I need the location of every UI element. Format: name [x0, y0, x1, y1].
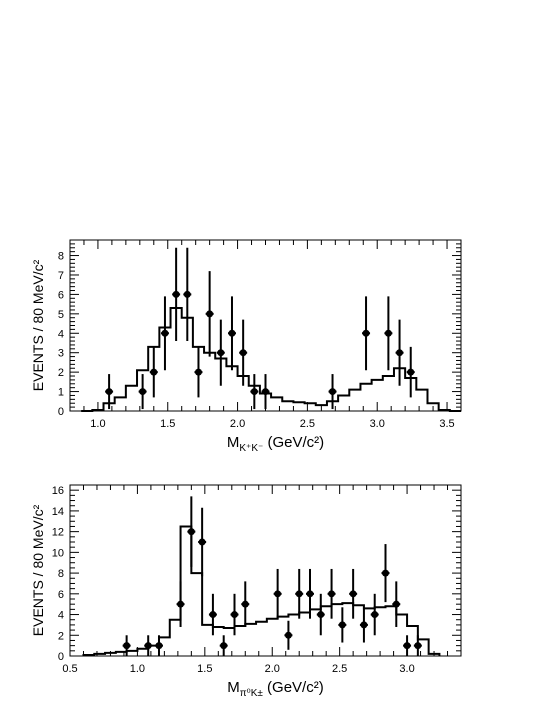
data-point: [161, 329, 169, 337]
y-tick-label: 3: [58, 348, 64, 360]
x-tick-label: 1.0: [130, 663, 145, 675]
data-point: [230, 611, 238, 619]
data-point: [396, 349, 404, 357]
data-point: [371, 611, 379, 619]
data-point: [144, 642, 152, 650]
x-axis-title: MK⁺K⁻ (GeV/c²): [227, 434, 324, 454]
data-point: [349, 590, 357, 598]
x-tick-label: 2.5: [300, 418, 315, 430]
mc-histogram-line: [82, 525, 441, 656]
y-tick-label: 4: [58, 328, 64, 340]
x-tick-label: 1.5: [197, 663, 212, 675]
y-tick-label: 10: [52, 547, 64, 559]
x-tick-label: 3.5: [439, 418, 454, 430]
y-tick-label: 0: [58, 651, 64, 663]
data-point: [155, 642, 163, 650]
data-point: [198, 538, 206, 546]
data-point: [220, 642, 228, 650]
x-tick-label: 1.0: [90, 418, 105, 430]
data-point: [250, 388, 258, 396]
data-point: [414, 642, 422, 650]
y-axis-title: EVENTS / 80 MeV/c²: [30, 259, 46, 391]
y-tick-label: 0: [58, 406, 64, 418]
data-point: [150, 368, 158, 376]
data-point: [139, 388, 147, 396]
x-tick-label: 2.0: [265, 663, 280, 675]
data-point: [317, 611, 325, 619]
data-point: [403, 642, 411, 650]
data-point: [328, 590, 336, 598]
data-point: [187, 528, 195, 536]
y-tick-label: 8: [58, 251, 64, 263]
data-point: [183, 290, 191, 298]
y-tick-label: 14: [52, 506, 64, 518]
y-tick-label: 6: [58, 589, 64, 601]
x-tick-label: 2.5: [332, 663, 347, 675]
x-axis-title: Mπ⁰K± (GeV/c²): [227, 679, 323, 699]
y-axis-title: EVENTS / 80 MeV/c²: [30, 504, 46, 636]
data-point: [338, 621, 346, 629]
y-tick-label: 12: [52, 527, 64, 539]
data-point: [194, 368, 202, 376]
data-point: [384, 329, 392, 337]
data-point: [274, 590, 282, 598]
data-point: [241, 600, 249, 608]
y-tick-label: 16: [52, 485, 64, 497]
y-tick-label: 6: [58, 289, 64, 301]
data-point: [177, 600, 185, 608]
x-tick-label: 1.5: [160, 418, 175, 430]
x-tick-label: 2.0: [230, 418, 245, 430]
data-point: [105, 388, 113, 396]
data-point: [239, 349, 247, 357]
data-point: [123, 642, 131, 650]
y-tick-label: 8: [58, 568, 64, 580]
plot-frame: [69, 484, 462, 657]
x-tick-label: 0.5: [62, 663, 77, 675]
y-tick-label: 4: [58, 610, 64, 622]
y-tick-label: 2: [58, 630, 64, 642]
data-point: [284, 631, 292, 639]
y-tick-label: 5: [58, 309, 64, 321]
data-point: [360, 621, 368, 629]
data-point: [329, 388, 337, 396]
x-tick-label: 3.0: [370, 418, 385, 430]
mc-histogram-line: [81, 307, 461, 412]
data-point: [209, 611, 217, 619]
data-point: [306, 590, 314, 598]
y-tick-label: 1: [58, 387, 64, 399]
data-point: [262, 388, 269, 396]
y-tick-label: 2: [58, 367, 64, 379]
data-point: [392, 600, 400, 608]
chart-panel-1: 1.0 1.5 2.0 2.5 3.0 3.5 0 1 2 3 4 5 6 7 8 MK⁺K⁻ (GeV/c²…: [30, 239, 462, 454]
data-point: [381, 569, 389, 577]
y-tick-label: 7: [58, 270, 64, 282]
data-point: [362, 329, 370, 337]
data-point: [407, 368, 415, 376]
data-point: [206, 310, 214, 318]
chart-panel-2: 0.5 1.0 1.5 2.0 2.5 3.0 0 2 4 6 8 10 12 14 16 Mπ⁰K± (Ge…: [30, 484, 462, 699]
data-point: [217, 349, 225, 357]
x-tick-label: 3.0: [399, 663, 414, 675]
data-point: [295, 590, 303, 598]
data-point: [172, 290, 180, 298]
data-point: [228, 329, 236, 337]
